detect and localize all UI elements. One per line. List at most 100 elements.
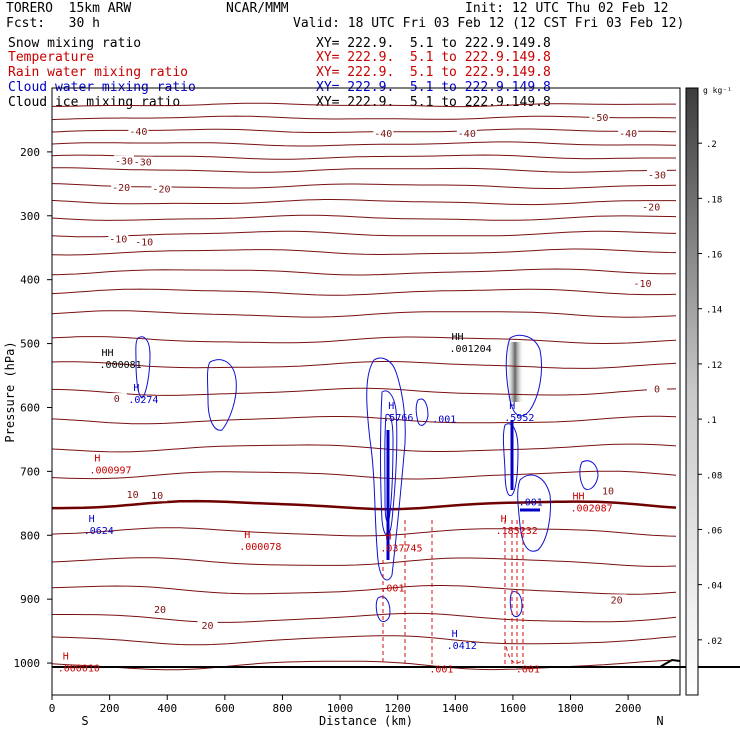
temperature-label: 20 <box>154 605 166 616</box>
isotherm <box>51 248 677 256</box>
field-label-snow: Snow mixing ratio <box>8 36 142 51</box>
rain-water-contours <box>382 520 524 665</box>
y-tick-label: 900 <box>20 593 40 606</box>
snow-shading <box>506 342 524 402</box>
contour-label-bg <box>646 383 667 395</box>
temperature-label: -40 <box>129 127 147 138</box>
field-xy-snow: XY= 222.9. 5.1 to 222.9.149.8 <box>316 36 551 51</box>
extremum-mark: H <box>89 514 95 525</box>
field-xy-rain: XY= 222.9. 5.1 to 222.9.149.8 <box>316 65 551 80</box>
isotherm <box>51 288 677 296</box>
temperature-label: 10 <box>151 491 163 502</box>
colorbar-tick-label: .08 <box>706 471 722 481</box>
y-tick-label: 500 <box>20 338 40 351</box>
model-title: TORERO 15km ARW <box>6 1 132 16</box>
contour-label-bg <box>108 233 129 245</box>
isotherm <box>51 141 677 147</box>
temperature-label: -10 <box>109 234 127 245</box>
extremum-mark: HH <box>452 332 464 343</box>
extremum-value: .037745 <box>380 543 422 554</box>
temperature-label: -20 <box>112 183 130 194</box>
contour-labels: -50-40 -40 -40 -40-30 -30-30-20 -20-20-10 -10-… <box>58 111 667 676</box>
y-tick-label: 200 <box>20 146 40 159</box>
extremum-value: .5952 <box>504 413 534 424</box>
extremum-mark: H <box>133 383 139 394</box>
temperature-label: 20 <box>202 621 214 632</box>
isotherm <box>51 230 677 238</box>
extremum-value: .001 <box>432 414 456 425</box>
contour-label-bg <box>646 169 667 181</box>
plot-frame <box>51 87 681 696</box>
extremum-value: .001 <box>380 584 404 595</box>
x-tick-label: 400 <box>157 702 177 715</box>
isotherm <box>52 102 676 108</box>
cloud-water-contour <box>380 390 398 536</box>
field-label-rain: Rain water mixing ratio <box>8 65 189 80</box>
isotherm <box>51 470 677 480</box>
contour-label-bg <box>456 127 477 139</box>
y-tick-label: 700 <box>20 465 40 478</box>
temperature-label: -20 <box>152 185 170 196</box>
isotherm <box>52 167 677 173</box>
y-tick-label: 600 <box>20 401 40 414</box>
extremum-mark: HH <box>102 348 114 359</box>
valid-time: Valid: 18 UTC Fri 03 Feb 12 (12 CST Fri … <box>293 16 685 31</box>
temperature-label: -30 <box>648 170 666 181</box>
contour-label-bg <box>132 156 153 168</box>
extremum-value: .001204 <box>450 344 492 355</box>
cloud-water-contour <box>366 357 406 581</box>
isotherm-zero <box>52 499 677 511</box>
field-label-temperature: Temperature <box>8 50 95 65</box>
extremum-value: .000010 <box>58 663 100 674</box>
temperature-label: -40 <box>374 129 392 140</box>
isotherm <box>51 310 677 318</box>
extremum-value: .001 <box>429 665 453 676</box>
colorbar-tick-label: .02 <box>706 637 722 647</box>
contour-label-bg <box>197 619 218 631</box>
x-tick-label: 1200 <box>384 702 411 715</box>
x-tick-label: 0 <box>49 702 56 715</box>
org-label: NCAR/MMM <box>226 1 289 16</box>
x-tick-label: 800 <box>273 702 293 715</box>
x-tick-label: 200 <box>100 702 120 715</box>
extremum-mark: H <box>385 531 391 542</box>
contour-label-bg <box>589 111 610 123</box>
x-axis-label: Distance (km) <box>319 714 413 728</box>
isotherm <box>51 557 677 567</box>
extremum-value: .0412 <box>447 641 477 652</box>
colorbar-ticks: .02 .04 .06 .08 .1 .12 .14 .16 .18 .2 <box>698 140 722 647</box>
temperature-label: -40 <box>619 129 637 140</box>
contour-label-bg <box>606 594 627 606</box>
extremum-value: .000997 <box>89 465 131 476</box>
isotherm <box>51 115 677 121</box>
y-tick-label: 300 <box>20 210 40 223</box>
colorbar-tick-label: .14 <box>706 306 722 316</box>
cloud-water-contour <box>207 359 237 431</box>
extremum-value: .001 <box>519 497 543 508</box>
extremum-value: .000078 <box>239 542 281 553</box>
extremum-mark: H <box>452 629 458 640</box>
extremum-value: .001 <box>516 665 540 676</box>
colorbar <box>685 87 699 696</box>
contour-label-bg <box>111 182 132 194</box>
isotherm-lines <box>51 102 677 671</box>
contour-label-bg <box>114 155 135 167</box>
colorbar-tick-label: .06 <box>706 526 722 536</box>
contour-label-bg <box>134 236 155 248</box>
y-tick-label: 800 <box>20 529 40 542</box>
contour-label-bg <box>151 183 172 195</box>
terrain-line <box>52 658 740 668</box>
isotherm <box>51 635 677 646</box>
x-tick-label: 1800 <box>557 702 584 715</box>
cloud-water-contour <box>415 398 429 426</box>
init-time: Init: 12 UTC Thu 02 Feb 12 <box>465 1 669 16</box>
cloud-water-contours <box>135 334 599 623</box>
extremum-mark: H <box>501 514 507 525</box>
extremum-mark: HH <box>573 492 585 503</box>
axes: 0 200 400 600 800 1000 1200 1400 1600 1800 2000200… <box>14 146 642 715</box>
temperature-label: 10 <box>127 490 139 501</box>
temperature-label: 0 <box>654 385 660 396</box>
isotherm <box>51 415 677 425</box>
contour-label-bg <box>150 603 171 615</box>
x-end-right: N <box>656 714 663 728</box>
